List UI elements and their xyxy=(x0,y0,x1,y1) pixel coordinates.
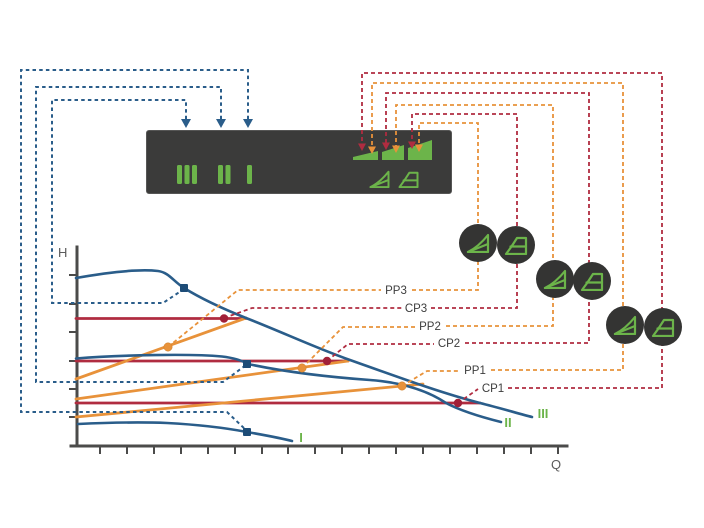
cp3-duty-point xyxy=(219,314,229,323)
arrow-to-i-icon xyxy=(243,119,253,128)
pp1-connector xyxy=(371,82,624,387)
cp-connectors xyxy=(223,72,663,404)
pp-connectors xyxy=(167,82,624,387)
curve-iii-label: III xyxy=(538,406,549,421)
pp1-mode-badge xyxy=(606,306,644,344)
cp3-label: CP3 xyxy=(405,303,427,315)
speed-setting-iii-bars-icon xyxy=(177,165,197,184)
cp2-connector xyxy=(326,92,590,362)
arrow-to-ramp1-pp xyxy=(368,146,376,154)
cp2-duty-point xyxy=(322,356,332,366)
pp1-duty-point xyxy=(397,381,407,391)
speed-i-curve xyxy=(76,421,294,443)
arrow-to-ramp3-pp xyxy=(415,144,423,152)
pp2-label: PP2 xyxy=(419,321,441,333)
pp2-curve xyxy=(74,359,350,401)
pp3-mode-badge xyxy=(459,224,497,262)
curve-ii-label: II xyxy=(504,415,511,430)
arrow-to-ramp2-cp xyxy=(382,142,390,150)
arrow-to-iii-icon xyxy=(181,119,191,128)
pp3-label: PP3 xyxy=(385,285,407,297)
arrow-to-ramp2-pp xyxy=(392,145,400,153)
pp3-curve xyxy=(74,316,248,381)
speed-ii-curve xyxy=(74,353,503,424)
cp1-duty-point xyxy=(453,398,463,408)
q-axis-label: Q xyxy=(551,457,561,472)
speed-ii-duty-point xyxy=(243,360,251,368)
speed-iii-duty-point xyxy=(180,284,188,292)
pp2-mode-badge xyxy=(536,260,574,298)
arrow-to-ii-icon xyxy=(216,119,226,128)
h-axis-label: H xyxy=(58,245,67,260)
speed-i-connector xyxy=(20,69,249,431)
pp3-duty-point xyxy=(163,342,173,352)
cp3-connector xyxy=(223,113,518,319)
pp2-duty-point xyxy=(297,363,307,373)
cp3-mode-badge xyxy=(497,226,535,264)
speed-iii-curve xyxy=(74,269,534,419)
pump-speed-curves xyxy=(74,269,534,443)
arrow-to-ramp3-cp xyxy=(408,141,416,149)
chart-axes xyxy=(69,245,569,454)
pp2-connector xyxy=(301,104,554,369)
speed-i-duty-point xyxy=(243,428,251,436)
speed-setting-i-bars-icon xyxy=(247,165,252,184)
cp1-connector xyxy=(361,72,663,404)
speed-iii-connector xyxy=(51,99,187,304)
curve-i-label: I xyxy=(299,430,303,445)
pp1-label: PP1 xyxy=(464,365,486,377)
x-axis-ticks xyxy=(99,446,559,454)
speed-ii-connector xyxy=(35,86,247,383)
pump-display-panel xyxy=(146,130,452,194)
cp1-mode-badge xyxy=(644,308,682,346)
cp1-label: CP1 xyxy=(482,383,504,395)
cp2-mode-badge xyxy=(573,262,611,300)
speed-setting-ii-bars-icon xyxy=(218,165,231,184)
mode-badges xyxy=(459,224,682,346)
speed-selector-connectors xyxy=(20,69,253,431)
cp2-label: CP2 xyxy=(438,338,460,350)
pp3-connector xyxy=(167,122,479,348)
duty-point-markers xyxy=(163,284,463,436)
arrow-to-ramp1-cp xyxy=(358,143,366,151)
cp-curves xyxy=(74,317,482,405)
ramp-level-2-icon xyxy=(382,145,404,160)
